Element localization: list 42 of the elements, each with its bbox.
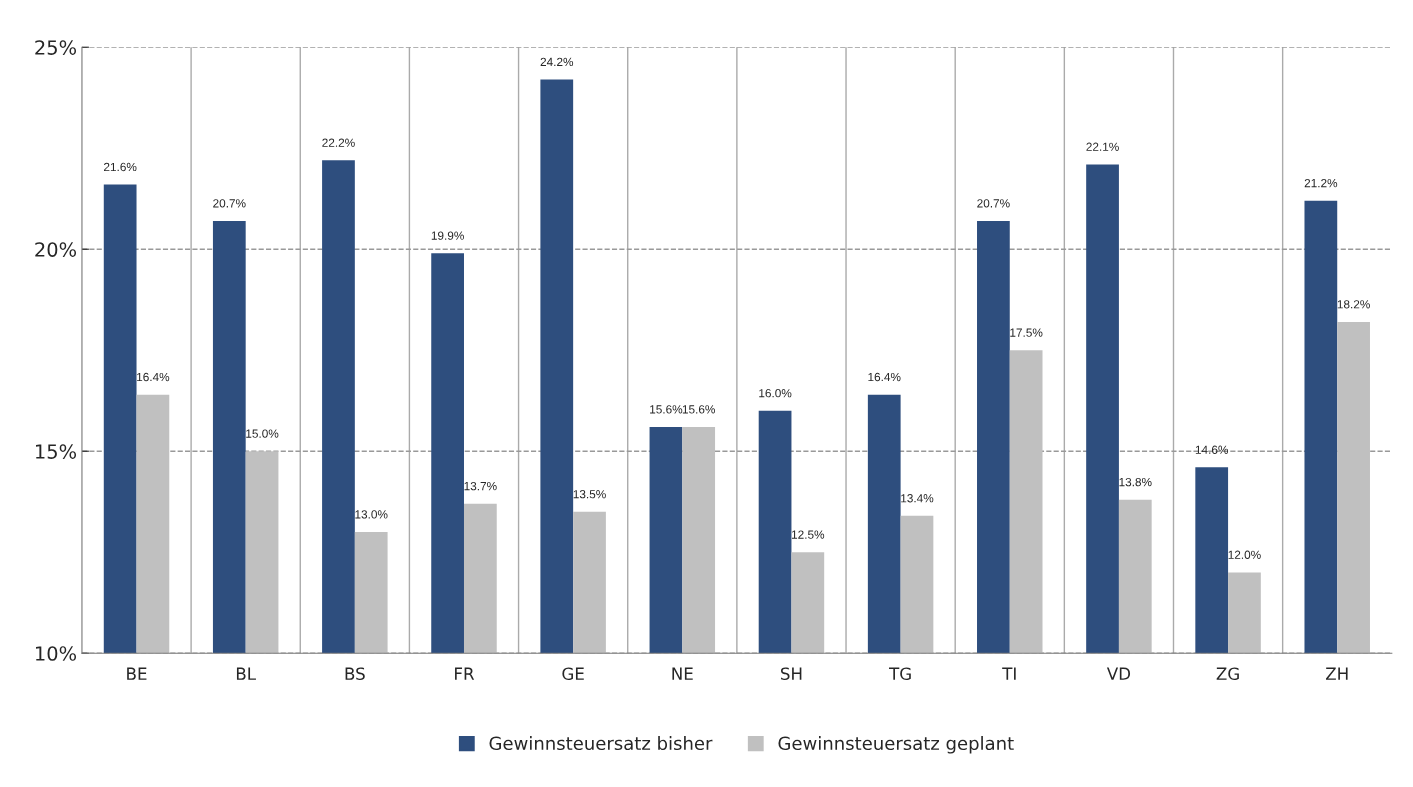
- x-tick-label: SH: [781, 667, 802, 680]
- x-tick-label: TI: [1002, 667, 1016, 680]
- x-tick-label: ZH: [1326, 667, 1348, 680]
- data-label: 19.9%: [431, 231, 464, 240]
- data-label: 15.6%: [682, 405, 715, 414]
- y-tick-label: 25%: [35, 40, 77, 55]
- data-label: 13.5%: [573, 490, 606, 499]
- x-tick-label: BS: [345, 667, 365, 680]
- data-label: 20.7%: [977, 199, 1010, 208]
- y-tick-label: 15%: [36, 444, 77, 459]
- data-label: 18.2%: [1337, 300, 1370, 309]
- legend-label: Gewinnsteuersatz geplant: [778, 736, 1014, 754]
- data-label: 22.1%: [1086, 142, 1119, 151]
- data-label: 22.2%: [322, 138, 355, 147]
- data-label: 12.0%: [1228, 550, 1261, 559]
- data-label: 13.7%: [464, 481, 497, 491]
- data-label: 24.2%: [540, 57, 574, 67]
- y-tick-label: 20%: [35, 242, 77, 257]
- x-tick-label: GE: [562, 667, 584, 680]
- data-label: 13.8%: [1119, 477, 1152, 487]
- x-tick-label: FR: [455, 667, 475, 680]
- x-tick-label: ZG: [1216, 667, 1239, 680]
- data-label: 14.6%: [1195, 445, 1229, 454]
- data-label: 16.4%: [137, 372, 170, 382]
- x-tick-label: BL: [236, 667, 256, 680]
- x-tick-label: VD: [1106, 667, 1131, 680]
- data-label: 15.0%: [246, 429, 279, 438]
- y-tick-label: 10%: [36, 646, 77, 661]
- data-label: 15.6%: [650, 405, 683, 414]
- legend-label: Gewinnsteuersatz bisher: [489, 736, 713, 751]
- data-label: 17.5%: [1010, 328, 1043, 337]
- data-label: 13.0%: [355, 510, 388, 519]
- data-label: 21.2%: [1304, 178, 1338, 188]
- data-label: 16.4%: [868, 372, 901, 382]
- x-tick-label: BE: [127, 667, 147, 680]
- data-label: 16.0%: [759, 389, 792, 398]
- data-label: 13.4%: [901, 494, 934, 503]
- x-tick-label: TG: [889, 667, 911, 680]
- data-label: 21.6%: [104, 162, 137, 172]
- data-label: 20.7%: [213, 199, 246, 208]
- x-tick-label: NE: [672, 667, 693, 680]
- data-label: 12.5%: [791, 530, 825, 539]
